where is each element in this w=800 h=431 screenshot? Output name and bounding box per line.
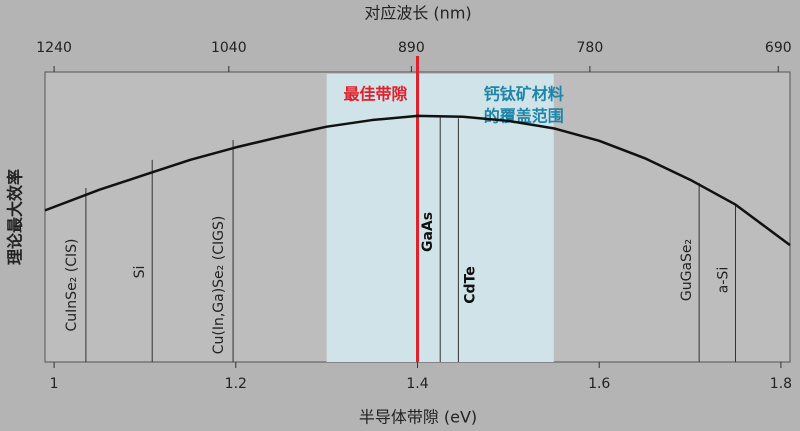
material-label: Si: [132, 266, 148, 279]
y-axis-title: 理论最大效率: [6, 169, 25, 265]
material-label: Cu(In,Ga)Se₂ (CIGS): [211, 216, 227, 355]
x-tick-label: 1.8: [770, 376, 792, 392]
material-label: CuInSe₂ (CIS): [64, 239, 80, 332]
perovskite-label: 钙钛矿材料: [484, 85, 564, 104]
x2-tick-label: 1240: [36, 40, 72, 56]
x2-tick-label: 890: [398, 40, 425, 56]
optimal-band-label: 最佳带隙: [343, 85, 407, 104]
material-label: CdTe: [462, 266, 478, 303]
efficiency-curve: [44, 114, 791, 247]
material-label: a-Si: [715, 267, 731, 293]
material-label: GaAs: [420, 212, 436, 252]
x-tick-label: 1.4: [406, 376, 428, 392]
x2-tick-label: 1040: [211, 40, 247, 56]
material-label: GuGaSe₂: [679, 239, 695, 301]
x2-tick-label: 780: [577, 40, 604, 56]
x2-tick-label: 690: [765, 40, 792, 56]
top-axis-title: 对应波长 (nm): [364, 4, 471, 23]
x-tick-label: 1.2: [225, 376, 247, 392]
bottom-axis-title: 半导体带隙 (eV): [359, 408, 477, 427]
x-tick-label: 1.6: [588, 376, 610, 392]
x-tick-label: 1: [50, 376, 59, 392]
